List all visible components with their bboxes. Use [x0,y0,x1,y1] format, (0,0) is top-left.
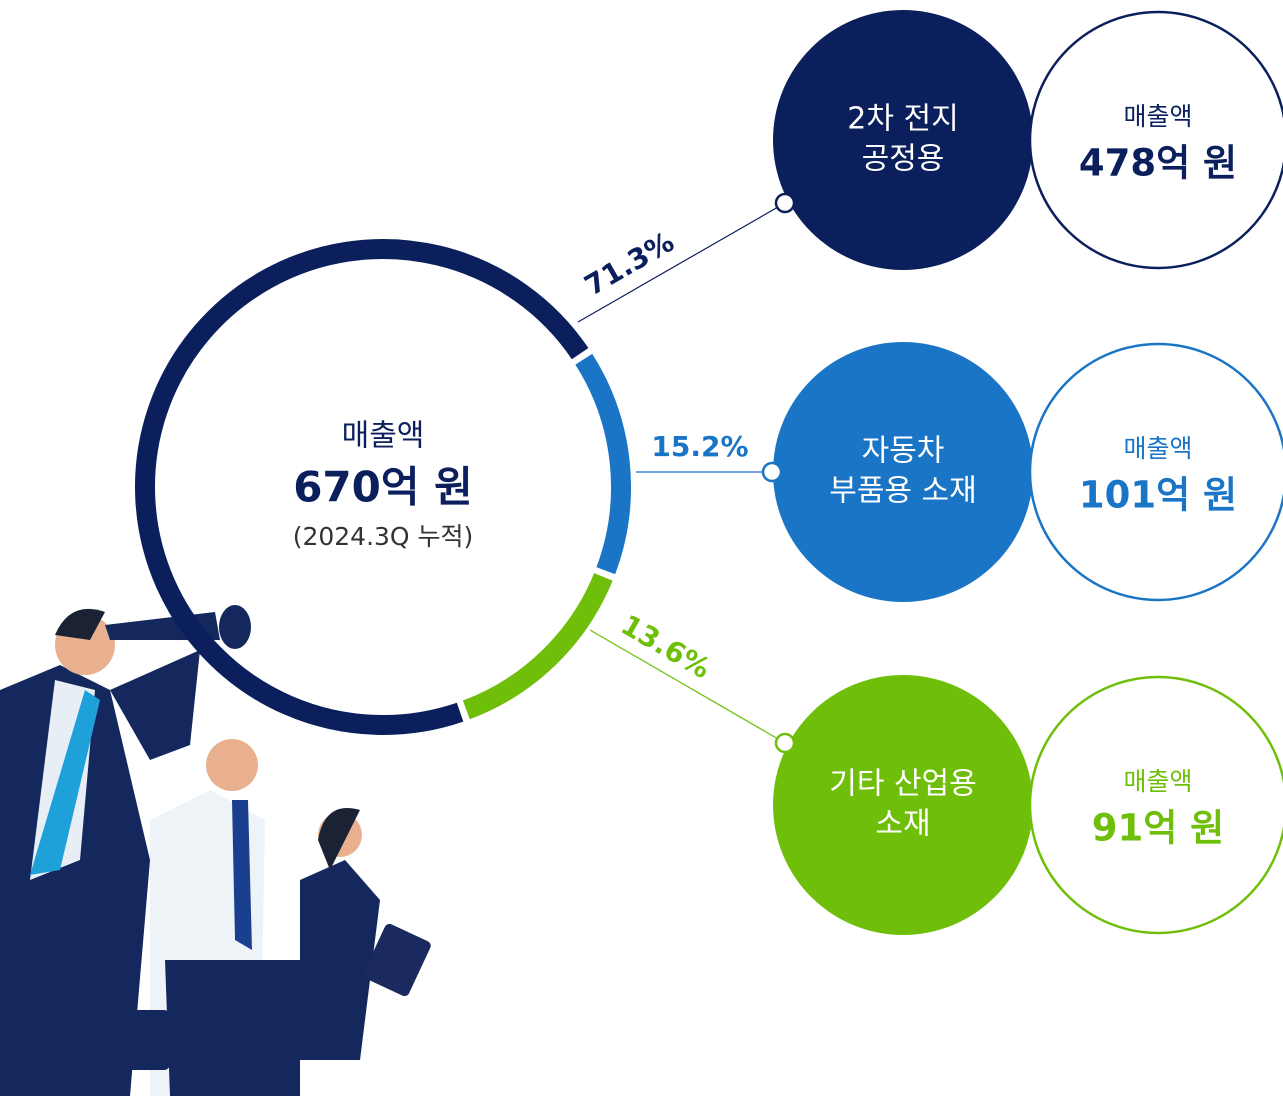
percent-label: 15.2% [651,430,748,463]
revenue-title: 매출액 [1123,434,1192,463]
category-label: 소재 [875,807,930,842]
revenue-circle [1028,10,1283,270]
category-label: 공정용 [862,142,945,177]
connector-dot [774,192,796,214]
briefcase [90,1010,170,1070]
category-label: 부품용 소재 [829,474,977,509]
person2-head [206,739,258,791]
revenue-circle [1028,675,1283,935]
person2-tie [232,800,252,950]
category-circle [773,675,1033,935]
revenue-value: 101억 원 [1079,474,1237,517]
person-arm [110,650,200,760]
percent-label: 71.3% [579,225,680,302]
tablet [363,923,431,997]
connector-dot [774,732,796,754]
connector-line [577,202,786,323]
revenue-circle [1028,342,1283,602]
center-value: 670억 원 [293,463,473,512]
category-circle [773,342,1033,602]
connector-dot [761,461,783,483]
illustration [0,605,431,1096]
donut-segment [575,353,631,575]
revenue-title: 매출액 [1123,767,1192,796]
person-body [0,665,150,1096]
category-label: 2차 전지 [847,102,958,137]
center-note: (2024.3Q 누적) [293,522,474,551]
donut-segment [462,573,613,720]
revenue-value: 478억 원 [1079,142,1237,185]
category-circle [773,10,1033,270]
connector-line [589,629,786,744]
person-hair [55,608,105,640]
binoculars-lens [219,605,251,649]
person3-body [300,860,380,1060]
person2-legs [165,960,300,1096]
center-label: 매출액 [342,419,425,454]
category-label: 기타 산업용 [829,767,977,802]
category-label: 자동차 [862,434,945,469]
revenue-value: 91억 원 [1092,807,1224,850]
person3-hair [318,808,360,870]
revenue-title: 매출액 [1123,102,1192,131]
donut-segment [135,239,589,735]
person-tie [30,690,100,875]
